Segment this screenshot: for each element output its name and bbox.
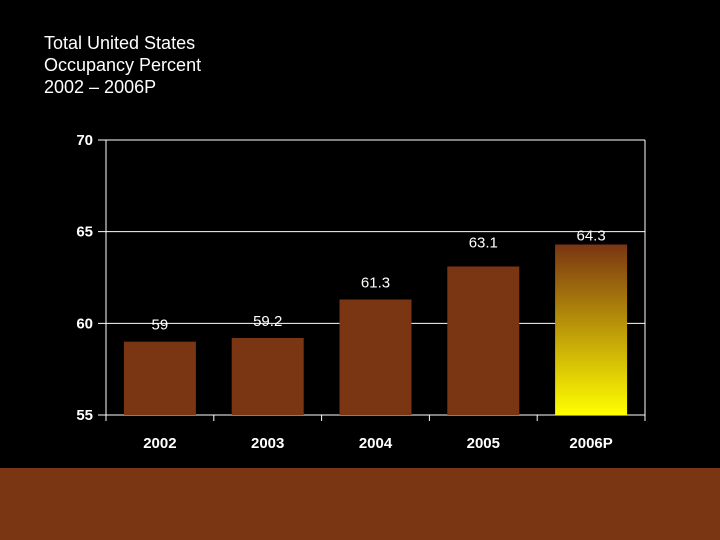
y-tick-label: 70 bbox=[76, 132, 93, 149]
title-line-2: Occupancy Percent bbox=[44, 55, 202, 75]
bar-2003 bbox=[231, 338, 304, 415]
occupancy-bar-chart: 55 60 65 70 2002 59 2003 59.2 2004 61.3 2005 63.1 20… bbox=[76, 132, 646, 452]
title-line-3: 2002 – 2006P bbox=[44, 77, 157, 97]
data-label-2002: 59 bbox=[152, 317, 169, 334]
data-label-2005: 63.1 bbox=[469, 235, 498, 252]
slide-title: Total United States Occupancy Percent 20… bbox=[44, 32, 201, 98]
x-tick-label-2004: 2004 bbox=[359, 435, 393, 452]
data-label-2004: 61.3 bbox=[361, 275, 390, 292]
y-tick-label: 60 bbox=[76, 315, 93, 332]
title-line-1: Total United States bbox=[44, 33, 196, 53]
x-tick-label-2003: 2003 bbox=[251, 435, 284, 452]
x-tick-label-2002: 2002 bbox=[143, 435, 176, 452]
x-tick-label-2006P: 2006P bbox=[569, 435, 612, 452]
data-label-2003: 59.2 bbox=[253, 313, 282, 330]
labels: 55 60 65 70 2002 59 2003 59.2 2004 61.3 2005 63.1 20… bbox=[76, 132, 612, 452]
footer-band bbox=[0, 468, 720, 540]
y-tick-label: 55 bbox=[76, 407, 93, 424]
x-tick-label-2005: 2005 bbox=[467, 435, 500, 452]
bar-2002 bbox=[123, 341, 196, 415]
bar-2006P bbox=[555, 244, 628, 415]
bars bbox=[123, 244, 628, 415]
bar-2005 bbox=[447, 266, 520, 415]
y-tick-label: 65 bbox=[76, 224, 93, 241]
data-label-2006P: 64.3 bbox=[576, 228, 605, 245]
bar-2004 bbox=[339, 299, 412, 415]
